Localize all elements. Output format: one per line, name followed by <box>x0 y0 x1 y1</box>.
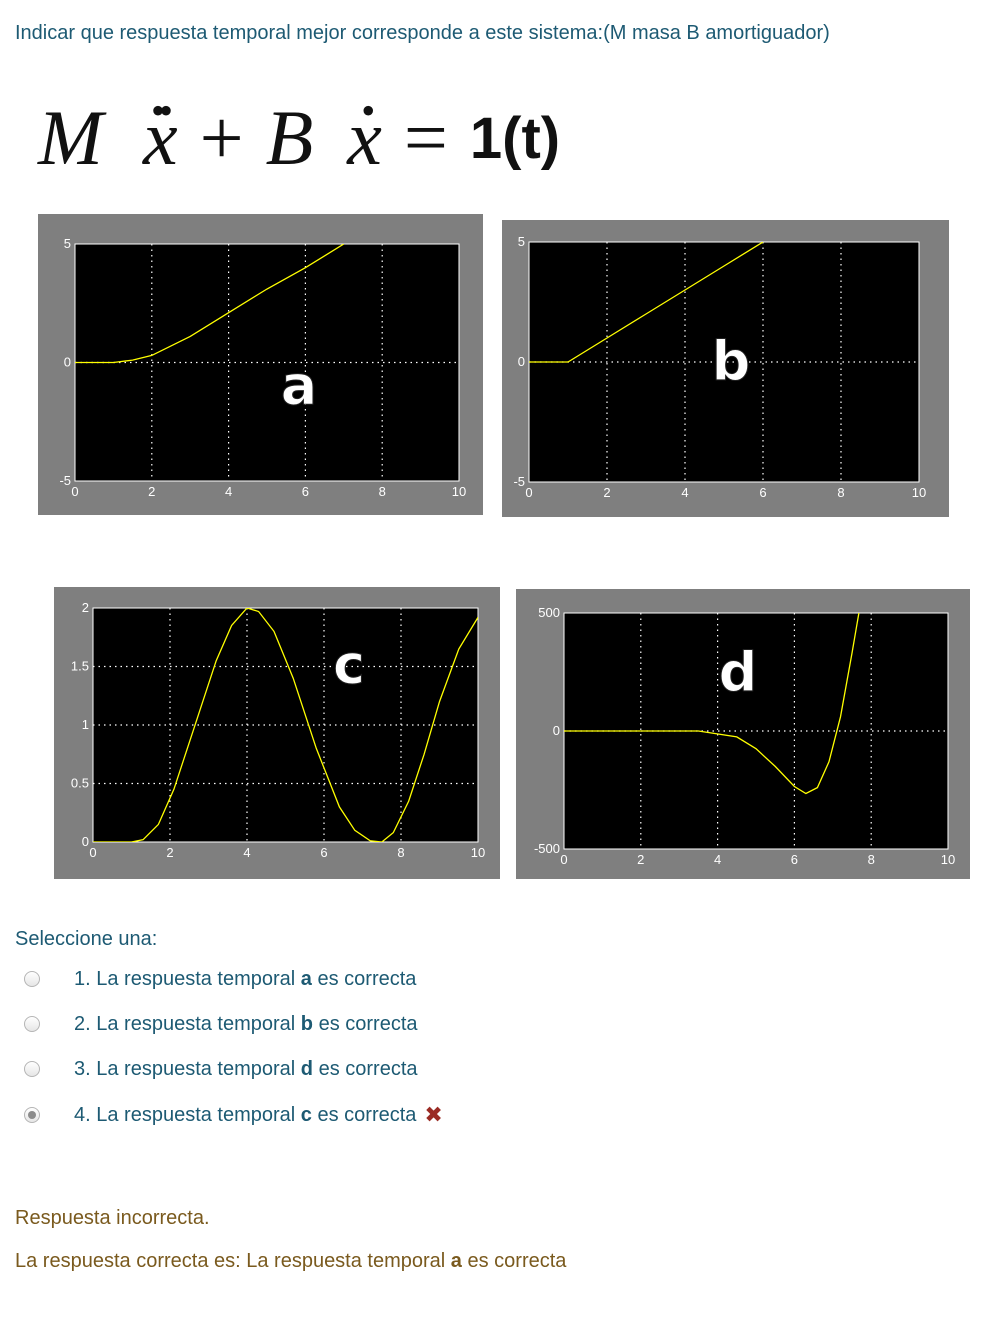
select-prompt: Seleccione una: <box>15 928 158 950</box>
series-line <box>93 608 478 842</box>
x-tick-label: 10 <box>941 852 955 867</box>
y-tick-label: 0 <box>518 354 525 369</box>
x-tick-label: 0 <box>560 852 567 867</box>
y-tick-label: 1.5 <box>71 659 89 674</box>
x-tick-label: 6 <box>302 484 309 499</box>
series-line <box>529 242 764 363</box>
double-dot-accent: •• <box>150 88 173 133</box>
y-tick-label: 5 <box>518 234 525 249</box>
x-tick-label: 2 <box>637 852 644 867</box>
x-tick-label: 4 <box>225 484 232 499</box>
x-tick-label: 6 <box>759 485 766 500</box>
series-line <box>564 613 860 795</box>
x-tick-label: 0 <box>525 485 532 500</box>
y-tick-label: 5 <box>64 236 71 251</box>
eq-x-ddot: x •• <box>142 88 178 183</box>
feedback-status: Respuesta incorrecta. <box>15 1207 210 1229</box>
y-tick-label: 500 <box>538 605 560 620</box>
x-tick-label: 2 <box>148 484 155 499</box>
x-tick-label: 10 <box>471 845 485 860</box>
y-tick-label: 0.5 <box>71 776 89 791</box>
x-tick-label: 10 <box>912 485 926 500</box>
question-text: Indicar que respuesta temporal mejor cor… <box>15 22 830 44</box>
plot-overlay-label: b <box>712 330 751 393</box>
plot-area <box>74 243 460 482</box>
plot-c: 0 2 4 6 8 10 2 1.5 1 0.5 0 c <box>54 587 500 879</box>
dot-accent: • <box>361 88 375 133</box>
option-4[interactable]: 4. La respuesta temporal c es correcta ✖ <box>24 1100 443 1130</box>
plot-b: 0 2 4 6 8 10 5 0 -5 b <box>502 220 949 517</box>
eq-rhs: 1(t) <box>469 105 561 171</box>
y-tick-label: -5 <box>513 474 525 489</box>
equation: M x •• + B x • = 1(t) <box>38 88 560 188</box>
y-tick-label: 0 <box>553 723 560 738</box>
eq-mass: M <box>38 94 103 181</box>
x-tick-label: 0 <box>89 845 96 860</box>
radio-button-icon[interactable] <box>24 1107 40 1123</box>
eq-damper: B <box>265 94 314 181</box>
option-label: 3. La respuesta temporal d es correcta <box>74 1057 418 1080</box>
option-label: 4. La respuesta temporal c es correcta <box>74 1103 417 1126</box>
eq-equals: = <box>403 94 448 181</box>
x-tick-label: 2 <box>603 485 610 500</box>
option-label: 1. La respuesta temporal a es correcta <box>74 967 417 990</box>
x-tick-label: 4 <box>681 485 688 500</box>
eq-x-dot-letter: x <box>347 94 382 181</box>
eq-x-dot: x • <box>347 88 382 183</box>
y-tick-label: 1 <box>82 717 89 732</box>
y-tick-label: 0 <box>82 834 89 849</box>
x-tick-label: 8 <box>837 485 844 500</box>
x-tick-label: 4 <box>243 845 250 860</box>
y-tick-label: 0 <box>64 355 71 370</box>
x-tick-label: 6 <box>320 845 327 860</box>
plot-d: 0 2 4 6 8 10 500 0 -500 d <box>516 589 970 879</box>
y-tick-label: -5 <box>59 473 71 488</box>
eq-plus: + <box>199 94 244 181</box>
x-tick-label: 6 <box>791 852 798 867</box>
x-tick-label: 4 <box>714 852 721 867</box>
x-tick-label: 8 <box>397 845 404 860</box>
plot-a: 0 2 4 6 8 10 5 0 -5 a <box>38 214 483 515</box>
x-tick-label: 10 <box>452 484 466 499</box>
series-line <box>75 244 345 364</box>
y-tick-label: -500 <box>534 841 560 856</box>
plot-overlay-label: d <box>719 641 758 704</box>
option-2[interactable]: 2. La respuesta temporal b es correcta <box>24 1009 418 1039</box>
option-label: 2. La respuesta temporal b es correcta <box>74 1012 418 1035</box>
eq-x-ddot-letter: x <box>142 94 178 181</box>
plot-overlay-label: c <box>333 633 365 696</box>
chart-svg: 0 2 4 6 8 10 2 1.5 1 0.5 0 c <box>71 600 485 860</box>
x-mark-icon: ✖ <box>424 1102 443 1127</box>
radio-button-icon[interactable] <box>24 971 40 987</box>
radio-button-icon[interactable] <box>24 1061 40 1077</box>
feedback-correct-answer: La respuesta correcta es: La respuesta t… <box>15 1250 567 1272</box>
radio-button-icon[interactable] <box>24 1016 40 1032</box>
x-tick-label: 8 <box>379 484 386 499</box>
option-3[interactable]: 3. La respuesta temporal d es correcta <box>24 1054 418 1084</box>
option-1[interactable]: 1. La respuesta temporal a es correcta <box>24 964 416 994</box>
y-tick-label: 2 <box>82 600 89 615</box>
plot-overlay-label: a <box>281 354 317 417</box>
x-tick-label: 2 <box>166 845 173 860</box>
x-tick-label: 8 <box>868 852 875 867</box>
x-tick-label: 0 <box>71 484 78 499</box>
